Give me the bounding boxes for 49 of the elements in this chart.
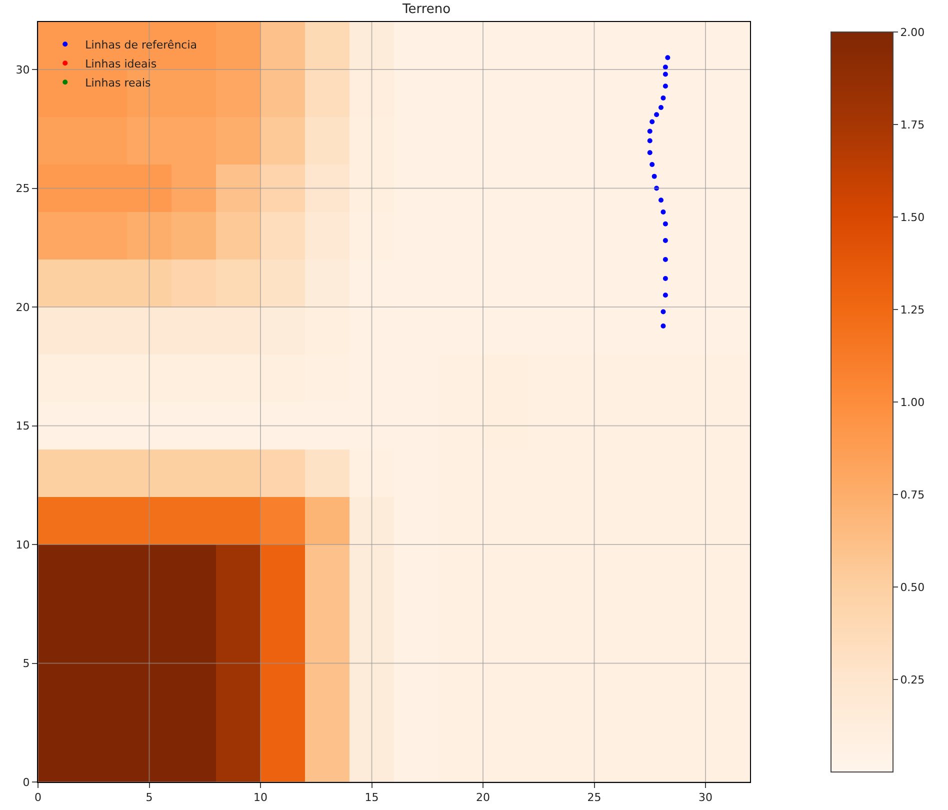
y-tick-label: 25 xyxy=(16,182,30,196)
chart-title: Terreno xyxy=(402,2,451,18)
point xyxy=(662,221,668,226)
point xyxy=(662,238,668,243)
color-bar-label: 1.00 xyxy=(900,396,925,409)
point xyxy=(654,186,660,191)
y-tick-label: 20 xyxy=(16,300,30,314)
x-tick-label: 15 xyxy=(364,791,379,804)
point xyxy=(647,150,652,156)
point xyxy=(662,84,668,89)
x-tick-label: 10 xyxy=(254,791,268,804)
y-tick-label: 15 xyxy=(16,420,30,433)
point xyxy=(665,55,670,60)
point xyxy=(662,292,668,298)
point xyxy=(660,324,666,328)
color-bar-label: 2.00 xyxy=(900,26,925,39)
color-bar-label: 1.25 xyxy=(900,303,925,316)
point xyxy=(662,257,668,262)
y-tick-label: 10 xyxy=(16,538,30,552)
point xyxy=(662,72,668,77)
y-tick-label: 5 xyxy=(22,657,30,670)
color-bar-label: 0.50 xyxy=(900,580,925,594)
x-tick-label: 25 xyxy=(587,791,602,804)
color-bar-label: 1.50 xyxy=(900,210,925,224)
x-tick-label: 0 xyxy=(34,791,42,804)
color-bar-label: 1.75 xyxy=(900,118,925,132)
point xyxy=(658,198,664,203)
y-tick-label: 30 xyxy=(16,63,30,76)
x-tick-label: 30 xyxy=(698,791,712,804)
point xyxy=(654,112,660,118)
point xyxy=(660,210,666,214)
point xyxy=(660,96,666,100)
point xyxy=(647,128,652,134)
point xyxy=(662,276,668,281)
x-tick-label: 5 xyxy=(146,791,153,804)
point xyxy=(650,119,655,124)
point xyxy=(662,64,668,70)
color-bar-label: 0.25 xyxy=(900,673,925,686)
legend-label: Linhas de referência xyxy=(85,38,198,52)
legend-label: Linhas ideais xyxy=(85,57,157,70)
y-tick-label: 0 xyxy=(22,776,30,789)
point xyxy=(658,105,664,110)
point xyxy=(660,309,666,314)
legend-label: Linhas reais xyxy=(85,76,152,90)
point xyxy=(647,138,652,144)
color-bar-label: 0.75 xyxy=(900,488,925,502)
x-tick-label: 20 xyxy=(476,791,490,804)
point xyxy=(652,174,657,179)
point xyxy=(650,162,655,167)
